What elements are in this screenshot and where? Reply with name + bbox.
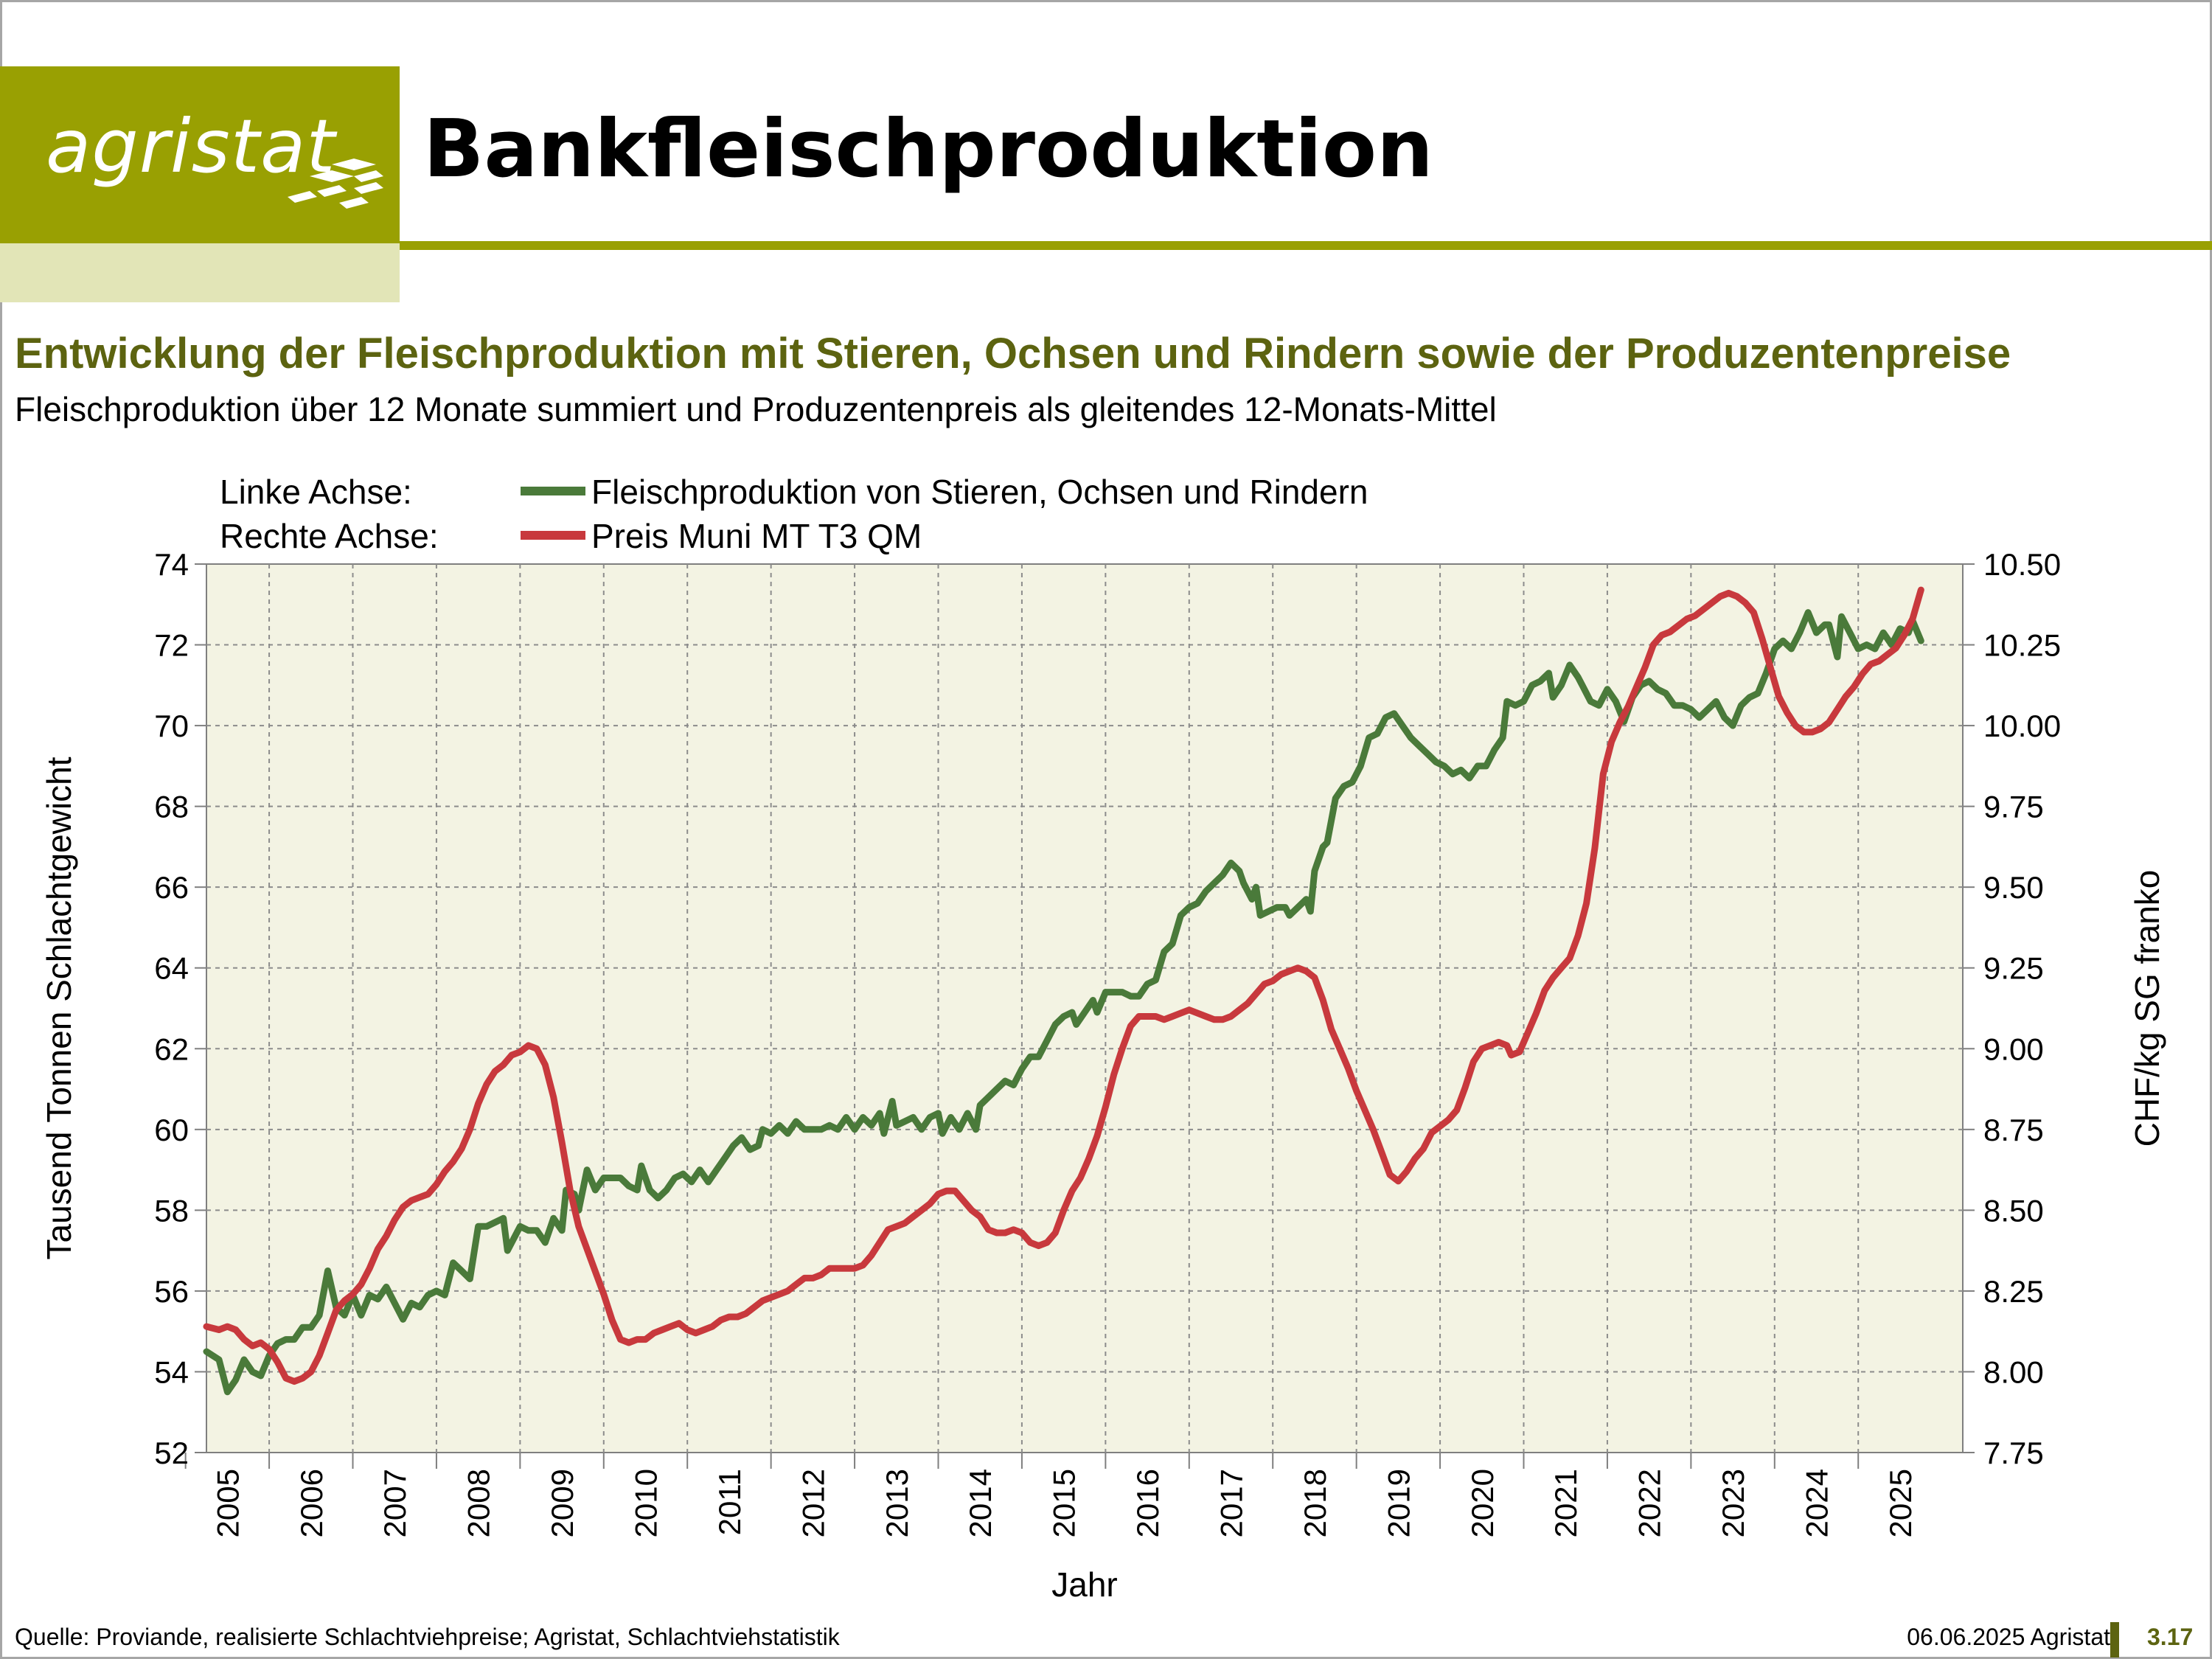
x-tick-label: 2013	[880, 1469, 914, 1537]
y2-tick-label: 10.50	[1983, 547, 2061, 582]
x-tick-label: 2022	[1632, 1469, 1667, 1537]
y-tick-label: 62	[154, 1032, 189, 1066]
y-tick-label: 66	[154, 870, 189, 905]
y2-tick-label: 9.00	[1983, 1032, 2044, 1066]
grid-lines	[206, 564, 1963, 1453]
y-tick-label: 56	[154, 1274, 189, 1309]
footer-date: 06.06.2025 Agristat	[1907, 1624, 2110, 1650]
y-tick-label: 70	[154, 709, 189, 743]
logo-underband	[0, 243, 400, 302]
footer-source: Quelle: Proviande, realisierte Schlachtv…	[15, 1624, 840, 1650]
y2-tick-label: 7.75	[1983, 1436, 2044, 1470]
y2-tick-label: 10.25	[1983, 628, 2061, 663]
legend-left-axis-label: Linke Achse:	[220, 473, 412, 511]
x-tick-label: 2011	[712, 1469, 747, 1535]
legend-series-production: Fleischproduktion von Stieren, Ochsen un…	[591, 473, 1368, 511]
footer-divider	[2110, 1622, 2119, 1658]
x-tick-label: 2024	[1800, 1469, 1834, 1537]
y2-tick-label: 9.25	[1983, 951, 2044, 986]
y-tick-label: 58	[154, 1193, 189, 1228]
y2-tick-label: 9.75	[1983, 790, 2044, 824]
x-tick-label: 2018	[1298, 1469, 1332, 1537]
legend-swatch-price	[521, 531, 585, 540]
y2-tick-label: 8.50	[1983, 1193, 2044, 1228]
logo-panel	[0, 66, 400, 243]
page-title: Bankfleischproduktion	[423, 103, 1433, 195]
y-tick-label: 64	[154, 951, 189, 986]
x-tick-label: 2012	[796, 1469, 830, 1537]
y-tick-label: 74	[154, 547, 189, 582]
x-tick-label: 2025	[1883, 1469, 1918, 1537]
axis-ticks	[184, 563, 1975, 1469]
y-tick-label: 54	[154, 1354, 189, 1389]
agristat-logo-text: agristat	[46, 103, 336, 189]
y-tick-label: 68	[154, 790, 189, 824]
x-tick-label: 2006	[294, 1469, 329, 1537]
legend-right-axis-label: Rechte Achse:	[220, 517, 439, 555]
y2-tick-label: 8.25	[1983, 1274, 2044, 1309]
series-price-line	[203, 586, 1924, 1385]
x-tick-label: 2005	[210, 1469, 245, 1537]
y2-tick-label: 9.50	[1983, 870, 2044, 905]
y-tick-label: 52	[154, 1436, 189, 1470]
y2-tick-label: 8.00	[1983, 1354, 2044, 1389]
header-rule	[400, 241, 2212, 250]
chart-subtitle: Entwicklung der Fleischproduktion mit St…	[15, 330, 2011, 378]
y-tick-label: 72	[154, 628, 189, 663]
axis-labels: 52 54 56 58 60 62 64 66 68 70 72 74 7.75 8.00 8.25 8.50…	[40, 547, 2166, 1604]
legend-swatch-production	[521, 487, 585, 495]
legend-series-price: Preis Muni MT T3 QM	[591, 517, 922, 555]
x-tick-label: 2021	[1548, 1469, 1583, 1537]
footer-page-number: 3.17	[2147, 1624, 2194, 1650]
y2-tick-label: 8.75	[1983, 1113, 2044, 1147]
x-tick-label: 2009	[545, 1469, 580, 1537]
series-lines	[203, 586, 1924, 1396]
y-tick-label: 60	[154, 1113, 189, 1147]
x-axis-title: Jahr	[1051, 1565, 1117, 1604]
chart-description: Fleischproduktion über 12 Monate summier…	[15, 390, 1497, 428]
x-tick-label: 2010	[629, 1469, 664, 1537]
x-tick-label: 2008	[462, 1469, 496, 1537]
agristat-logo-icon	[288, 159, 383, 209]
x-tick-label: 2019	[1381, 1469, 1416, 1537]
x-tick-label: 2023	[1716, 1469, 1750, 1537]
x-tick-label: 2014	[963, 1469, 998, 1537]
y2-axis-title: CHF/kg SG franko	[2128, 870, 2166, 1147]
x-tick-label: 2015	[1047, 1469, 1082, 1537]
x-tick-label: 2016	[1130, 1469, 1165, 1537]
x-tick-label: 2007	[378, 1469, 412, 1537]
y-axis-title: Tausend Tonnen Schlachtgewicht	[40, 757, 78, 1259]
y2-tick-label: 10.00	[1983, 709, 2061, 743]
x-tick-label: 2020	[1465, 1469, 1500, 1537]
x-tick-label: 2017	[1214, 1469, 1249, 1537]
